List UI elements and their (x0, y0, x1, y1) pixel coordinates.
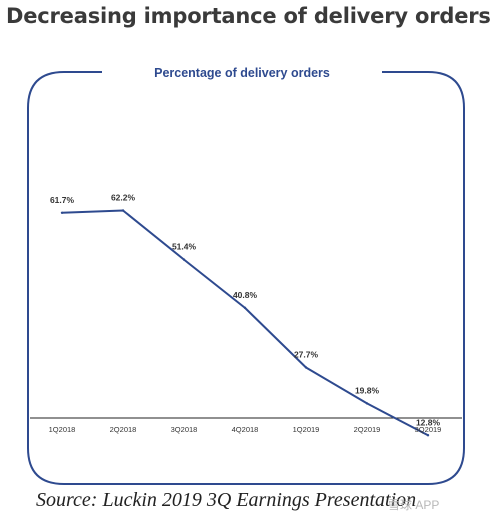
x-tick-label: 1Q2019 (293, 425, 320, 434)
data-point (243, 306, 247, 310)
data-point (60, 211, 64, 214)
data-point (121, 209, 125, 212)
series-line (61, 209, 429, 437)
data-point (304, 366, 308, 369)
watermark: 雪球 APP (388, 498, 440, 512)
data-label: 62.2% (111, 192, 136, 202)
chart-frame (27, 71, 465, 485)
data-label: 19.8% (355, 385, 380, 395)
data-label: 12.8% (416, 417, 441, 427)
x-tick-label: 3Q2018 (171, 425, 198, 434)
x-tick-label: 4Q2018 (232, 425, 259, 434)
x-tick-label: 2Q2018 (110, 425, 137, 434)
data-label: 27.7% (294, 349, 319, 359)
data-point (426, 434, 430, 437)
data-label: 51.4% (172, 242, 197, 252)
data-point (182, 258, 186, 261)
x-tick-label: 1Q2018 (49, 425, 76, 434)
data-label: 40.8% (233, 290, 258, 300)
source-note: Source: Luckin 2019 3Q Earnings Presenta… (36, 489, 417, 511)
page-title: Decreasing importance of delivery orders (6, 4, 491, 28)
chart-title: Percentage of delivery orders (154, 66, 330, 80)
data-label: 61.7% (50, 195, 75, 205)
chart-marks: 61.7% 1Q2018 62.2% 2Q2018 51.4% 3Q2018 40.8% 4Q… (49, 192, 442, 437)
x-tick-label: 2Q2019 (354, 425, 381, 434)
x-tick-label: 3Q2019 (415, 425, 442, 434)
data-point (365, 402, 369, 405)
